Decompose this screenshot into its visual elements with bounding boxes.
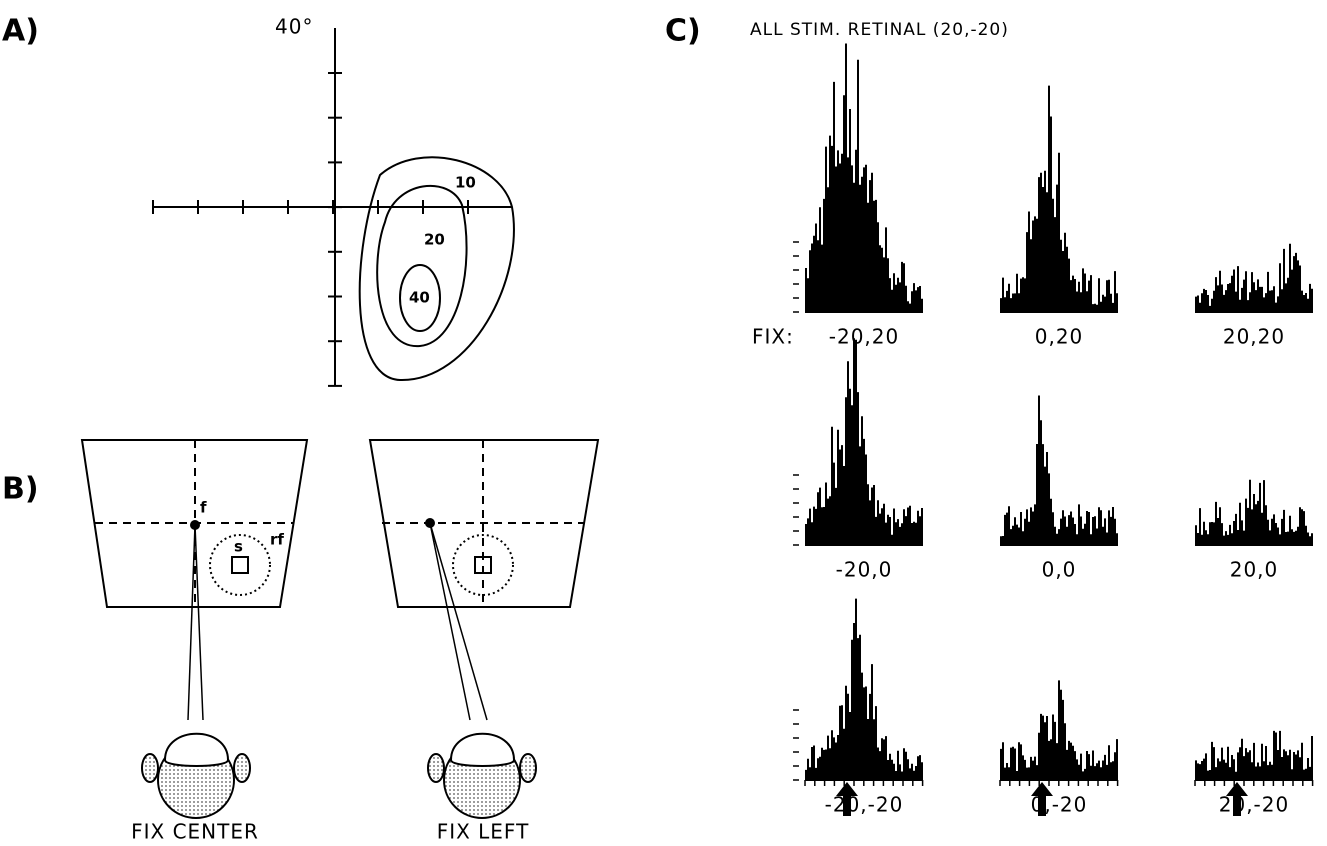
panel-label: C): [665, 14, 701, 49]
histogram-label: 20,0: [1230, 558, 1279, 582]
panel-b: B) f rf s FIX CENTER FIX LEFT: [2, 439, 600, 844]
head: [141, 732, 251, 819]
receptive-field: [452, 534, 514, 596]
histogram: [805, 338, 923, 545]
receptive-field: [209, 534, 271, 596]
screen: [80, 439, 309, 608]
contour-label: 20: [424, 231, 445, 249]
histogram: [1000, 85, 1118, 312]
histogram-label: -20,0: [836, 558, 893, 582]
histogram: [1000, 395, 1118, 545]
histogram: [1195, 243, 1313, 312]
contour: [399, 264, 441, 332]
histogram-label: 0,-20: [1031, 793, 1088, 817]
stim-label: s: [234, 538, 243, 556]
panel-title: ALL STIM. RETINAL (20,-20): [750, 20, 1009, 40]
sight-line: [187, 524, 196, 721]
histogram: [805, 598, 923, 780]
contour-label: 10: [455, 174, 476, 192]
contour-label: 40: [409, 289, 430, 307]
axis-label: 40°: [275, 15, 313, 39]
histogram-label: -20,20: [829, 325, 899, 349]
arrow: [836, 782, 858, 816]
ticks: [152, 72, 469, 387]
fix-label: f: [200, 499, 207, 517]
histogram-label: -20,-20: [825, 793, 904, 817]
stimulus: [474, 556, 492, 574]
sight-line: [429, 522, 471, 721]
caption: FIX CENTER: [131, 820, 259, 844]
fix-prefix: FIX:: [752, 325, 794, 349]
head: [427, 732, 537, 819]
contour: [358, 156, 515, 382]
histogram-label: 20,-20: [1219, 793, 1289, 817]
panel-label: A): [2, 14, 39, 49]
histogram-label: 20,20: [1223, 325, 1285, 349]
sight-line: [194, 524, 204, 721]
histogram: [1195, 730, 1313, 780]
caption: FIX LEFT: [437, 820, 530, 844]
rf-label: rf: [270, 531, 284, 549]
arrow: [1031, 782, 1053, 816]
arrow: [1226, 782, 1248, 816]
panel-a: A) 40° 10 20 40: [2, 14, 515, 387]
histogram: [1195, 479, 1313, 545]
sight-line: [429, 522, 488, 721]
histogram-label: 0,20: [1035, 325, 1084, 349]
panel-label: B): [2, 472, 39, 507]
histogram-label: 0,0: [1042, 558, 1077, 582]
stimulus: [231, 556, 249, 574]
histogram: [1000, 680, 1118, 780]
panel-c: C) ALL STIM. RETINAL (20,-20) FIX: -20,2…: [665, 14, 1314, 817]
histogram: [805, 43, 923, 312]
screen: [368, 439, 600, 608]
contour: [376, 184, 468, 348]
